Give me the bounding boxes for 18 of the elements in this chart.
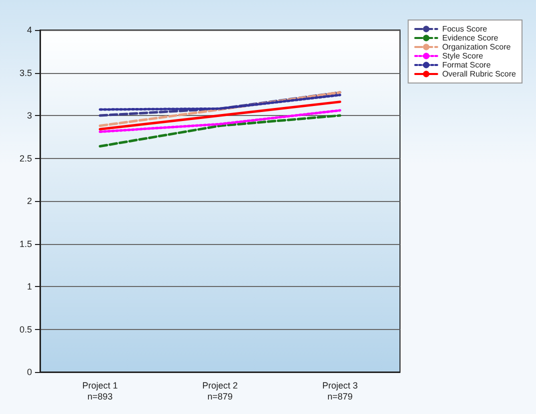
y-tick-label: 0.5	[19, 324, 32, 334]
legend-label: Format Score	[442, 60, 492, 70]
y-tick-label: 3.5	[19, 68, 32, 78]
legend-label: Style Score	[442, 52, 484, 60]
x-tick-label: Project 1 n=893	[82, 380, 118, 402]
y-tick-label: 3	[26, 110, 32, 120]
y-tick-label: 4	[26, 25, 32, 35]
y-tick-label: 2	[26, 196, 32, 206]
legend-label: Focus Score	[442, 24, 488, 34]
y-tick-label: 0	[26, 367, 32, 377]
x-tick-label: Project 2 n=879	[202, 380, 238, 402]
legend-label: Evidence Score	[442, 34, 499, 42]
x-tick-label: Project 3 n=879	[322, 380, 358, 402]
y-tick-label: 1	[26, 282, 32, 292]
legend-label: Overall Rubric Score	[442, 70, 517, 78]
y-tick-label: 1.5	[19, 238, 32, 249]
legend-label: Organization Score	[442, 42, 512, 52]
y-tick-label: 2.5	[19, 153, 32, 164]
